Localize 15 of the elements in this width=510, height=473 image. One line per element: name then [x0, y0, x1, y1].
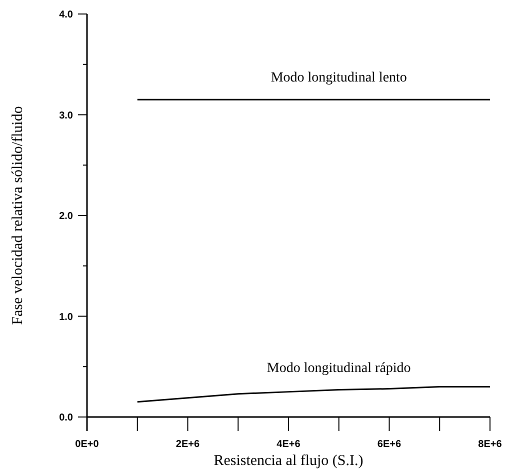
y-axis-title: Fase velocidad relativa sólido/fluido: [10, 106, 26, 325]
y-tick-label: 0.0: [59, 412, 74, 424]
line-series: [136, 386, 491, 403]
x-tick-label: 0E+0: [75, 439, 100, 450]
series-label: Modo longitudinal lento: [270, 70, 407, 86]
x-tick-label: 2E+6: [176, 439, 200, 450]
x-tick-label: 6E+6: [377, 439, 402, 450]
y-tick-label: 4.0: [59, 10, 74, 20]
x-tick-label: 4E+6: [276, 439, 301, 450]
y-tick-label: 2.0: [59, 211, 74, 222]
x-axis-title: Resistencia al flujo (S.I.): [214, 453, 364, 469]
y-tick-label: 1.0: [59, 312, 74, 323]
x-tick-label: 8E+6: [478, 439, 502, 450]
y-tick-label: 3.0: [59, 110, 74, 122]
series-label: Modo longitudinal rápido: [266, 360, 411, 376]
